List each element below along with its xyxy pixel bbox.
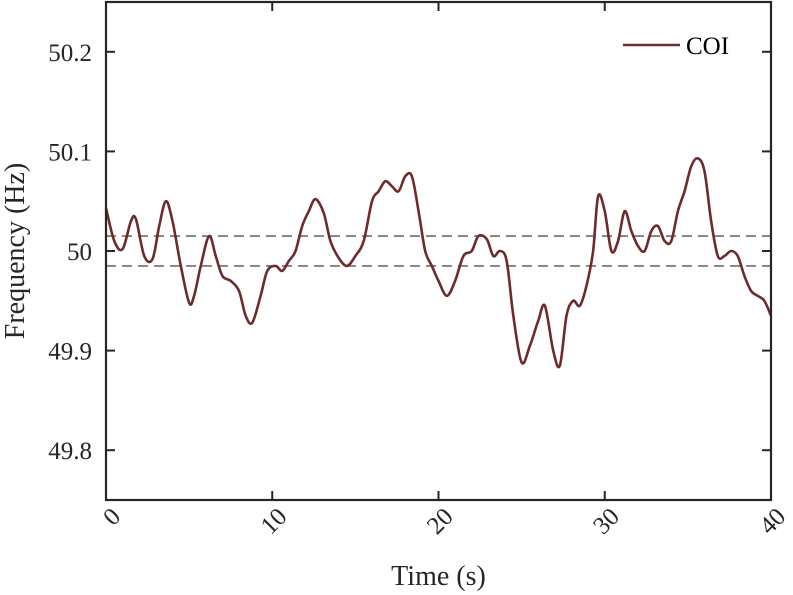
x-axis-title: Time (s) [391, 561, 486, 592]
axes-box [104, 0, 773, 502]
axis-ticks [105, 2, 772, 500]
tick-labels: 0 10 20 30 40 49.8 49.9 50 50.1 50.2 [48, 40, 791, 540]
y-tick-label: 49.8 [48, 438, 92, 465]
x-tick-label: 20 [422, 503, 459, 540]
y-tick-label: 50.1 [48, 139, 92, 166]
x-tick-label: 40 [754, 503, 791, 540]
x-tick-label: 10 [256, 503, 293, 540]
y-tick-label: 50 [67, 239, 92, 266]
legend: COI [623, 33, 729, 60]
y-tick-label: 49.9 [48, 339, 92, 366]
series-line-coi [104, 156, 773, 369]
x-tick-label: 30 [588, 503, 625, 540]
y-axis-title: Frequency (Hz) [0, 163, 31, 339]
legend-label-coi: COI [686, 33, 729, 60]
x-tick-label: 0 [98, 503, 126, 531]
y-tick-label: 50.2 [48, 40, 92, 67]
